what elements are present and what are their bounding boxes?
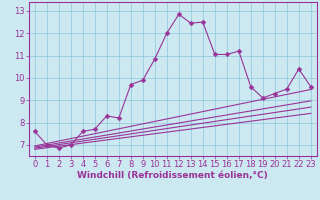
X-axis label: Windchill (Refroidissement éolien,°C): Windchill (Refroidissement éolien,°C): [77, 171, 268, 180]
